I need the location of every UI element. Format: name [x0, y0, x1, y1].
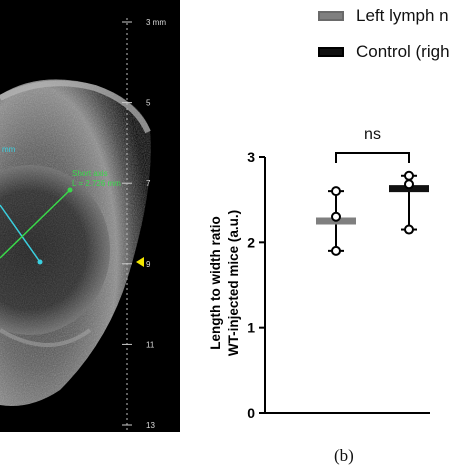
legend-swatch-gray — [318, 11, 344, 21]
ratio-scatter-plot: 0 1 2 3 Length to width ratio WT-injected mic… — [208, 126, 430, 421]
depth-tick-label: 7 — [146, 179, 151, 188]
data-point — [331, 211, 341, 222]
depth-tick-label: 3 mm — [146, 18, 166, 27]
short-axis-label-line2: L = 2.726 mm — [72, 179, 121, 188]
data-point — [331, 186, 341, 197]
data-point — [331, 245, 341, 256]
focus-marker-icon — [136, 257, 144, 267]
depth-tick-label: 9 — [146, 260, 151, 269]
long-axis-line — [0, 204, 41, 263]
data-point — [404, 224, 414, 235]
depth-tick-label: 11 — [146, 340, 155, 349]
data-point — [404, 179, 414, 190]
y-axis-label: Length to width ratio — [208, 216, 223, 349]
y-axis-label: WT-injected mice (a.u.) — [226, 210, 241, 356]
y-tick-label: 3 — [247, 149, 255, 165]
legend-swatch-black — [318, 47, 344, 57]
panel-label: (b) — [334, 446, 354, 465]
depth-tick-label: 13 — [146, 421, 155, 430]
legend-label: Control (righ — [356, 42, 450, 61]
significance-bracket — [335, 152, 410, 163]
significance-label: ns — [364, 126, 381, 143]
y-tick-label: 2 — [247, 234, 255, 250]
legend-label: Left lymph n — [356, 6, 449, 25]
y-tick-label: 1 — [247, 320, 255, 336]
legend-item-left-lymph-node: Left lymph n — [318, 6, 449, 26]
legend-item-control: Control (righ — [318, 42, 450, 62]
y-tick-label: 0 — [247, 405, 255, 421]
data-point — [404, 170, 414, 181]
long-axis-label: mm — [2, 145, 16, 154]
depth-tick-label: 5 — [146, 99, 151, 108]
short-axis-line — [0, 189, 71, 259]
short-axis-label-line1: Short axis — [72, 169, 108, 178]
ultrasound-image: mm Short axis L = 2.726 mm 3 mm 5 7 9 11 13 — [0, 0, 180, 432]
